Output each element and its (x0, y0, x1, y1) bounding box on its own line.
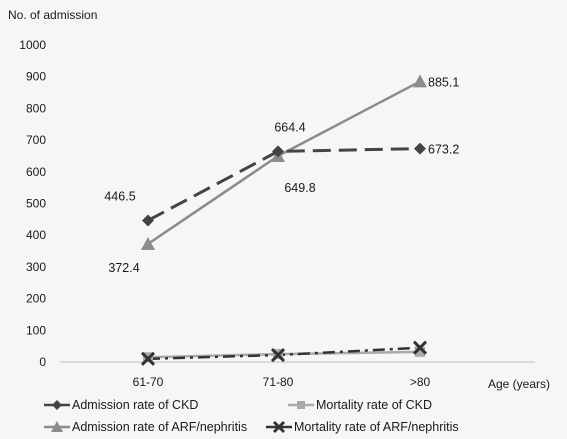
y-tick-label: 300 (26, 260, 46, 274)
legend-marker-2 (51, 421, 63, 432)
legend-item-3: Mortality rate of ARF/nephritis (266, 420, 459, 434)
data-point-0-0 (142, 214, 154, 227)
legend-marker-0 (52, 400, 62, 410)
y-tick-label: 100 (26, 323, 46, 337)
legend-item-2: Admission rate of ARF/nephritis (44, 420, 247, 434)
data-label-0-2: 673.2 (428, 143, 459, 157)
y-tick-label: 400 (26, 228, 46, 242)
y-tick-label: 1000 (19, 38, 46, 52)
x-tick-label: 71-80 (263, 375, 294, 389)
series-markers (140, 74, 428, 366)
data-point-3-1 (270, 347, 286, 363)
data-point-0-1 (272, 145, 284, 158)
legend: Admission rate of CKD Mortality rate of C… (44, 398, 459, 434)
data-label-0-0: 446.5 (104, 189, 135, 203)
legend-label: Mortality rate of ARF/nephritis (294, 420, 459, 434)
legend-marker-3 (272, 420, 286, 434)
data-point-2-0 (141, 236, 155, 250)
x-tick-label: 61-70 (133, 375, 164, 389)
data-label-0-1: 664.4 (274, 120, 305, 134)
y-axis-title: No. of admission (8, 8, 97, 22)
y-tick-labels: 0 100 200 300 400 500 600 700 800 900 1000 (19, 38, 46, 369)
data-label-2-0: 372.4 (108, 261, 139, 275)
x-tick-label: >80 (410, 375, 431, 389)
legend-marker-1 (297, 401, 305, 409)
y-tick-label: 900 (26, 70, 46, 84)
data-point-3-2 (412, 340, 428, 355)
y-tick-label: 500 (26, 197, 46, 211)
legend-label: Admission rate of CKD (72, 398, 198, 412)
legend-label: Mortality rate of CKD (316, 398, 432, 412)
data-point-3-0 (140, 351, 156, 366)
y-tick-label: 200 (26, 292, 46, 306)
data-point-2-2 (413, 74, 427, 88)
data-label-2-1: 649.8 (284, 181, 315, 195)
legend-item-0: Admission rate of CKD (44, 398, 198, 412)
y-tick-label: 600 (26, 165, 46, 179)
series-line-2 (147, 80, 421, 245)
data-labels: 446.5 664.4 673.2 372.4 649.8 885.1 (104, 75, 459, 275)
legend-item-1: Mortality rate of CKD (288, 398, 432, 412)
legend-label: Admission rate of ARF/nephritis (72, 420, 247, 434)
data-point-1-2 (415, 346, 425, 357)
y-tick-label: 0 (39, 355, 46, 369)
data-label-2-2: 885.1 (428, 75, 459, 89)
y-tick-label: 800 (26, 101, 46, 115)
data-point-0-2 (414, 142, 426, 155)
y-tick-label: 700 (26, 133, 46, 147)
x-axis-title: Age (years) (488, 377, 550, 391)
x-tick-labels: 61-70 71-80 >80 (133, 375, 431, 389)
